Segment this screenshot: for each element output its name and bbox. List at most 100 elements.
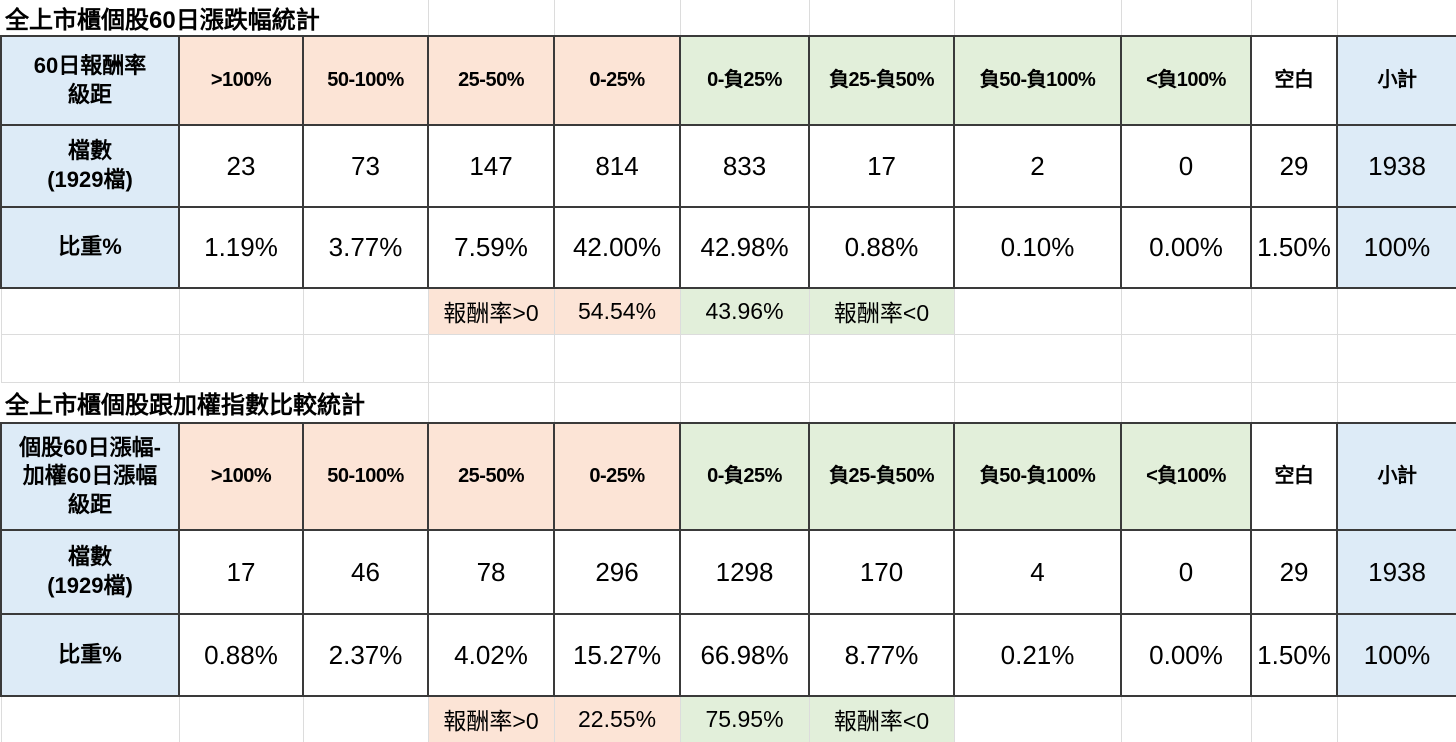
data-cell: 46 [301,529,430,615]
table2-title: 全上市櫃個股跟加權指數比較統計 [1,382,429,423]
data-cell: 0.00% [1120,206,1253,289]
empty-cell [0,287,180,335]
empty-cell [953,695,1122,742]
summary-positive-value: 54.54% [553,287,681,335]
data-cell: 4 [953,529,1123,615]
empty-cell [1336,0,1456,37]
data-cell: 814 [553,124,682,208]
data-cell: 17 [808,124,956,208]
data-cell: 1298 [679,529,811,615]
col-header: 負25-負50% [808,35,956,126]
data-cell: 42.00% [553,206,682,289]
empty-cell [427,333,555,383]
table1-title: 全上市櫃個股60日漲跌幅統計 [1,0,429,36]
data-cell: 23 [178,124,304,208]
summary-positive-label: 報酬率>0 [427,695,555,742]
data-cell: 4.02% [427,613,556,697]
empty-cell [1250,333,1338,383]
empty-cell [302,287,429,335]
empty-cell [1250,287,1338,335]
empty-cell [679,333,810,383]
table1-header-row: 60日報酬率 級距 >100% 50-100% 25-50% 0-25% 0-負… [0,35,1456,126]
col-header: 空白 [1250,422,1339,531]
empty-cell [1120,695,1252,742]
data-cell: 3.77% [301,206,430,289]
data-cell: 8.77% [808,613,956,697]
data-cell: 0.00% [1120,613,1253,697]
data-cell: 1.50% [1250,613,1339,697]
col-header: 0-負25% [679,422,811,531]
table2-count-row: 檔數 (1929檔) 17 46 78 296 1298 170 4 0 29 … [0,529,1456,615]
data-cell: 1.19% [178,206,304,289]
data-cell: 66.98% [679,613,811,697]
table2-header-row: 個股60日漲幅- 加權60日漲幅 級距 >100% 50-100% 25-50%… [0,422,1456,531]
empty-cell [953,0,1122,37]
data-cell: 0 [1120,124,1253,208]
data-cell: 296 [553,529,682,615]
data-cell: 0.10% [953,206,1123,289]
empty-cell [808,381,955,424]
col-header: 0-25% [553,35,682,126]
table1-percent-row: 比重% 1.19% 3.77% 7.59% 42.00% 42.98% 0.88… [0,206,1456,289]
empty-cell [953,381,1122,424]
table1-title-row: 全上市櫃個股60日漲跌幅統計 [1,0,1456,37]
col-header: 50-100% [301,422,430,531]
empty-cell [953,287,1122,335]
empty-cell [553,381,681,424]
empty-cell [679,0,810,37]
col-header: 小計 [1336,422,1456,531]
data-cell: 42.98% [679,206,811,289]
empty-cell [1120,381,1252,424]
empty-cell [953,333,1122,383]
total-cell: 100% [1336,206,1456,289]
total-cell: 1938 [1336,529,1456,615]
col-header: 25-50% [427,35,556,126]
empty-cell [1120,333,1252,383]
empty-cell [1250,381,1338,424]
col-header: 負50-負100% [953,422,1123,531]
empty-cell [1336,287,1456,335]
data-cell: 29 [1250,529,1339,615]
col-header: >100% [178,35,304,126]
table1-count-row: 檔數 (1929檔) 23 73 147 814 833 17 2 0 29 1… [0,124,1456,208]
summary-negative-value: 43.96% [679,287,810,335]
col-header: 負25-負50% [808,422,956,531]
table2-title-row: 全上市櫃個股跟加權指數比較統計 [1,381,1456,424]
col-header: <負100% [1120,422,1253,531]
data-cell: 78 [427,529,556,615]
empty-cell [0,333,180,383]
spacer-row [0,333,1456,383]
empty-cell [1336,333,1456,383]
table1-corner-header: 60日報酬率 級距 [0,35,180,126]
row-label: 比重% [0,613,180,697]
table2-corner-header: 個股60日漲幅- 加權60日漲幅 級距 [0,422,180,531]
empty-cell [1120,0,1252,37]
empty-cell [427,0,555,37]
data-cell: 0.88% [178,613,304,697]
col-header: 0-負25% [679,35,811,126]
empty-cell [679,381,810,424]
empty-cell [553,0,681,37]
empty-cell [1336,381,1456,424]
data-cell: 73 [301,124,430,208]
col-header: 25-50% [427,422,556,531]
summary-negative-label: 報酬率<0 [808,695,955,742]
data-cell: 833 [679,124,811,208]
empty-cell [427,381,555,424]
empty-cell [178,333,304,383]
data-cell: 7.59% [427,206,556,289]
data-cell: 17 [178,529,304,615]
row-label: 比重% [0,206,180,289]
data-cell: 29 [1250,124,1339,208]
empty-cell [178,287,304,335]
col-header: 0-25% [553,422,682,531]
empty-cell [178,695,304,742]
empty-cell [808,0,955,37]
total-cell: 1938 [1336,124,1456,208]
summary-negative-label: 報酬率<0 [808,287,955,335]
table2-percent-row: 比重% 0.88% 2.37% 4.02% 15.27% 66.98% 8.77… [0,613,1456,697]
summary-positive-value: 22.55% [553,695,681,742]
table1-summary-row: 報酬率>0 54.54% 43.96% 報酬率<0 [0,287,1456,335]
empty-cell [0,695,180,742]
